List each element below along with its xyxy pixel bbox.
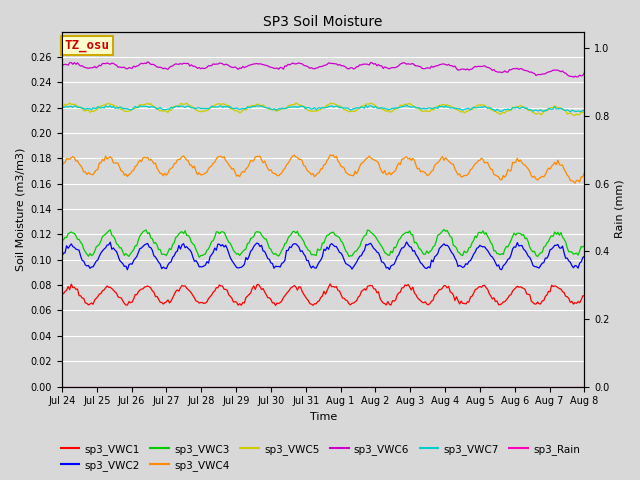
X-axis label: Time: Time [310, 412, 337, 422]
Y-axis label: Soil Moisture (m3/m3): Soil Moisture (m3/m3) [15, 147, 25, 271]
Legend: sp3_VWC1, sp3_VWC2, sp3_VWC3, sp3_VWC4, sp3_VWC5, sp3_VWC6, sp3_VWC7, sp3_Rain: sp3_VWC1, sp3_VWC2, sp3_VWC3, sp3_VWC4, … [56, 439, 584, 475]
Title: SP3 Soil Moisture: SP3 Soil Moisture [264, 15, 383, 29]
Y-axis label: Rain (mm): Rain (mm) [615, 180, 625, 239]
Text: TZ_osu: TZ_osu [65, 39, 109, 52]
